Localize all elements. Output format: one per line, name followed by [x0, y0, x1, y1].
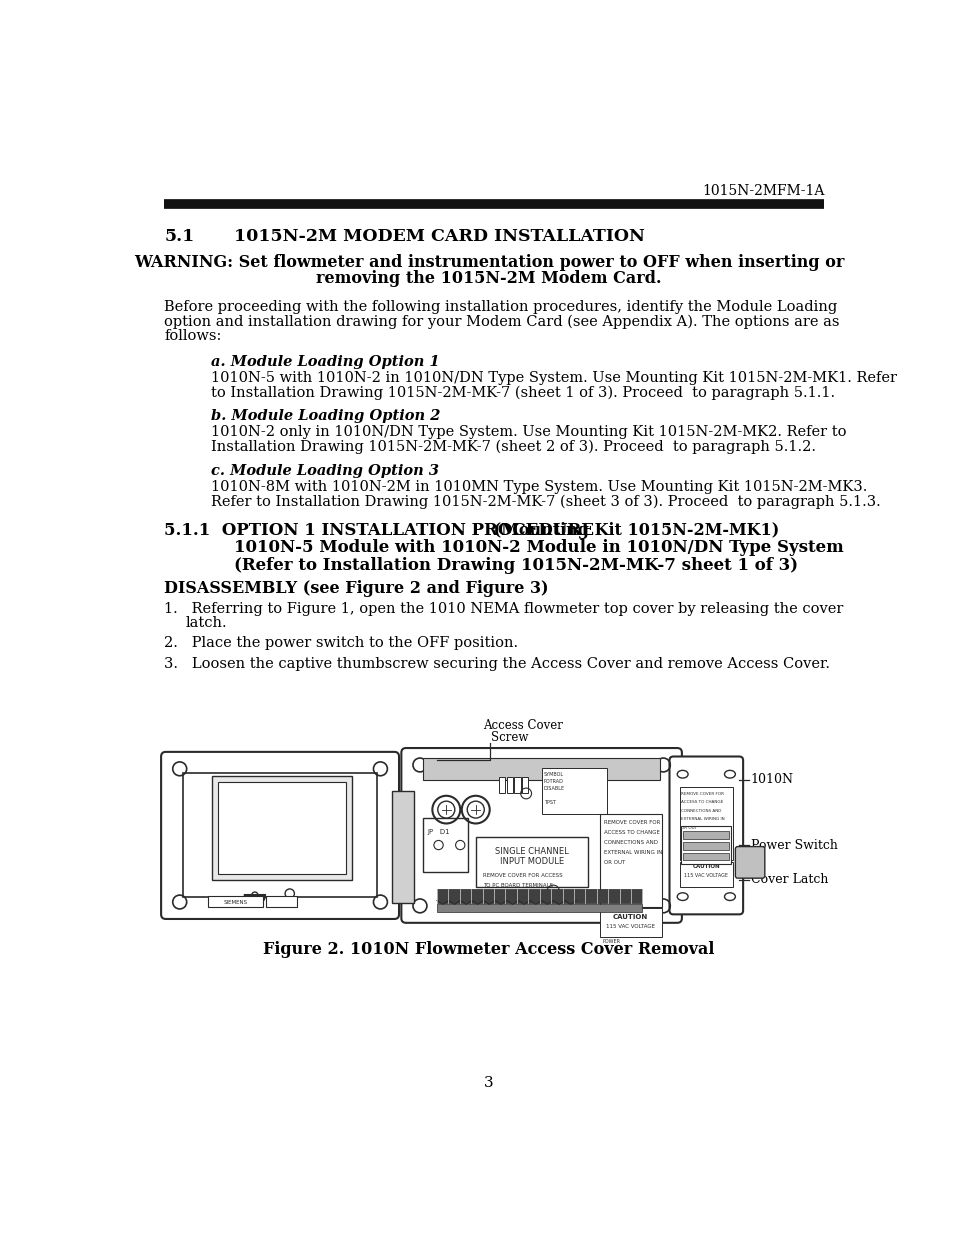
- Bar: [208, 895, 262, 906]
- Text: OR OUT: OR OUT: [680, 826, 697, 830]
- Text: REMOVE COVER FOR: REMOVE COVER FOR: [603, 820, 659, 825]
- Text: CONNECTIONS AND: CONNECTIONS AND: [680, 809, 720, 813]
- Text: (Refer to Installation Drawing 1015N-2M-MK-7 sheet 1 of 3): (Refer to Installation Drawing 1015N-2M-…: [233, 557, 798, 574]
- Text: POTRAD: POTRAD: [543, 779, 563, 784]
- Bar: [183, 773, 377, 898]
- Bar: [436, 889, 641, 903]
- Bar: [521, 777, 528, 793]
- Text: REMOVE COVER FOR ACCESS: REMOVE COVER FOR ACCESS: [483, 873, 562, 878]
- Text: a. Module Loading Option 1: a. Module Loading Option 1: [211, 354, 439, 368]
- Text: Power Switch: Power Switch: [750, 839, 837, 852]
- FancyBboxPatch shape: [735, 846, 764, 878]
- Bar: [422, 818, 468, 872]
- Text: Access Cover: Access Cover: [483, 719, 563, 732]
- Text: WARNING: Set flowmeter and instrumentation power to OFF when inserting or: WARNING: Set flowmeter and instrumentati…: [133, 253, 843, 270]
- Text: 3: 3: [483, 1076, 494, 1091]
- Bar: [599, 908, 661, 937]
- Text: TO PC BOARD TERMINALS: TO PC BOARD TERMINALS: [483, 883, 553, 888]
- Text: DISABLE: DISABLE: [543, 785, 564, 790]
- Text: EXTERNAL WIRING IN: EXTERNAL WIRING IN: [680, 818, 724, 821]
- Text: 1010N-5 Module with 1010N-2 Module in 1010N/DN Type System: 1010N-5 Module with 1010N-2 Module in 10…: [233, 540, 842, 556]
- Text: Before proceeding with the following installation procedures, identify the Modul: Before proceeding with the following ins…: [164, 300, 837, 314]
- Text: option and installation drawing for your Modem Card (see Appendix A). The option: option and installation drawing for your…: [164, 315, 839, 329]
- Text: 5.1: 5.1: [164, 227, 194, 245]
- Bar: [682, 852, 728, 861]
- FancyBboxPatch shape: [401, 748, 681, 923]
- Text: Refer to Installation Drawing 1015N-2M-MK-7 (sheet 3 of 3). Proceed  to paragrap: Refer to Installation Drawing 1015N-2M-M…: [211, 495, 880, 509]
- Bar: [218, 782, 345, 873]
- Text: Installation Drawing 1015N-2M-MK-7 (sheet 2 of 3). Proceed  to paragraph 5.1.2.: Installation Drawing 1015N-2M-MK-7 (shee…: [211, 440, 815, 454]
- Text: Figure 2. 1010N Flowmeter Access Cover Removal: Figure 2. 1010N Flowmeter Access Cover R…: [263, 941, 714, 958]
- Text: 115 VAC VOLTAGE: 115 VAC VOLTAGE: [605, 924, 655, 929]
- Bar: [392, 792, 414, 903]
- Text: 1010N-2 only in 1010N/DN Type System. Use Mounting Kit 1015N-2M-MK2. Refer to: 1010N-2 only in 1010N/DN Type System. Us…: [211, 425, 845, 440]
- Text: CONNECTIONS AND: CONNECTIONS AND: [603, 841, 657, 846]
- Bar: [422, 758, 659, 779]
- Text: TPST: TPST: [543, 799, 556, 805]
- Text: 1015N-2M MODEM CARD INSTALLATION: 1015N-2M MODEM CARD INSTALLATION: [233, 227, 644, 245]
- Bar: [476, 837, 587, 888]
- Text: 1010N: 1010N: [750, 773, 793, 787]
- Text: CAUTION: CAUTION: [613, 914, 648, 920]
- Text: REMOVE COVER FOR: REMOVE COVER FOR: [680, 792, 723, 795]
- Text: CAUTION: CAUTION: [692, 864, 720, 869]
- Text: Cover Latch: Cover Latch: [750, 873, 827, 887]
- Text: POWER: POWER: [601, 939, 619, 944]
- Text: follows:: follows:: [164, 330, 221, 343]
- Bar: [682, 842, 728, 850]
- Text: SYMBOL: SYMBOL: [543, 772, 563, 777]
- Text: INPUT MODULE: INPUT MODULE: [499, 857, 563, 866]
- Bar: [506, 777, 513, 793]
- Text: 1010N-5 with 1010N-2 in 1010N/DN Type System. Use Mounting Kit 1015N-2M-MK1. Ref: 1010N-5 with 1010N-2 in 1010N/DN Type Sy…: [211, 370, 896, 385]
- Bar: [682, 831, 728, 839]
- Bar: [212, 776, 352, 879]
- Text: 3.   Loosen the captive thumbscrew securing the Access Cover and remove Access C: 3. Loosen the captive thumbscrew securin…: [164, 657, 829, 671]
- Bar: [679, 787, 732, 861]
- Text: 2.   Place the power switch to the OFF position.: 2. Place the power switch to the OFF pos…: [164, 636, 517, 650]
- Text: 1015N-2MFM-1A: 1015N-2MFM-1A: [701, 184, 823, 199]
- Text: 5.1.1  OPTION 1 INSTALLATION PROCEDURE: 5.1.1 OPTION 1 INSTALLATION PROCEDURE: [164, 521, 594, 538]
- Bar: [679, 862, 732, 888]
- FancyBboxPatch shape: [669, 757, 742, 914]
- Bar: [541, 768, 607, 814]
- Text: ACCESS TO CHANGE: ACCESS TO CHANGE: [680, 800, 722, 804]
- Text: removing the 1015N-2M Modem Card.: removing the 1015N-2M Modem Card.: [315, 270, 661, 287]
- Text: JP   D1: JP D1: [427, 829, 449, 835]
- Bar: [266, 895, 297, 906]
- Text: c. Module Loading Option 3: c. Module Loading Option 3: [211, 464, 438, 478]
- Text: (Mounting Kit 1015N-2M-MK1): (Mounting Kit 1015N-2M-MK1): [488, 521, 779, 538]
- Text: 115 VAC VOLTAGE: 115 VAC VOLTAGE: [683, 873, 727, 878]
- Bar: [436, 904, 641, 911]
- Text: Screw: Screw: [491, 731, 528, 743]
- Text: SINGLE CHANNEL: SINGLE CHANNEL: [495, 847, 568, 856]
- Text: SIEMENS: SIEMENS: [223, 900, 247, 905]
- Text: 1.   Referring to Figure 1, open the 1010 NEMA flowmeter top cover by releasing : 1. Referring to Figure 1, open the 1010 …: [164, 601, 842, 616]
- Bar: [680, 826, 731, 864]
- Text: 1010N-8M with 1010N-2M in 1010MN Type System. Use Mounting Kit 1015N-2M-MK3.: 1010N-8M with 1010N-2M in 1010MN Type Sy…: [211, 480, 866, 494]
- Text: ACCESS TO CHANGE: ACCESS TO CHANGE: [603, 830, 659, 835]
- Bar: [514, 777, 520, 793]
- FancyBboxPatch shape: [161, 752, 398, 919]
- Text: b. Module Loading Option 2: b. Module Loading Option 2: [211, 409, 439, 424]
- Text: latch.: latch.: [186, 616, 227, 630]
- Bar: [599, 814, 661, 906]
- Text: EXTERNAL WIRING IN: EXTERNAL WIRING IN: [603, 851, 661, 856]
- Text: DISASSEMBLY (see Figure 2 and Figure 3): DISASSEMBLY (see Figure 2 and Figure 3): [164, 580, 548, 598]
- Text: OR OUT: OR OUT: [603, 861, 624, 866]
- Text: to Installation Drawing 1015N-2M-MK-7 (sheet 1 of 3). Proceed  to paragraph 5.1.: to Installation Drawing 1015N-2M-MK-7 (s…: [211, 385, 834, 400]
- Bar: [498, 777, 505, 793]
